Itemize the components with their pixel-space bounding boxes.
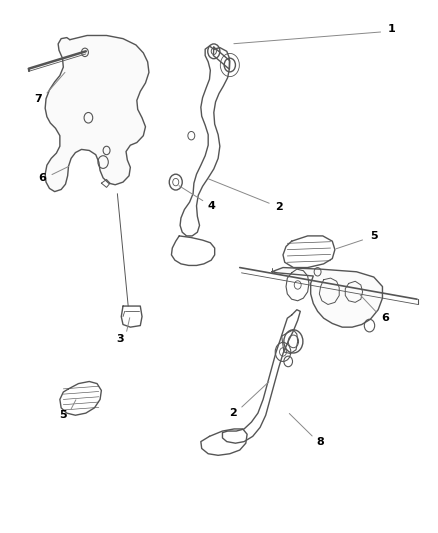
Text: 7: 7 — [34, 94, 42, 104]
Text: 3: 3 — [117, 334, 124, 344]
Text: 2: 2 — [275, 203, 283, 213]
Polygon shape — [45, 36, 149, 191]
Text: 2: 2 — [229, 408, 237, 418]
Text: 4: 4 — [207, 201, 215, 211]
Text: 8: 8 — [317, 437, 325, 447]
Text: 5: 5 — [60, 410, 67, 420]
Text: 6: 6 — [39, 173, 46, 183]
Text: 6: 6 — [381, 313, 389, 323]
Text: 1: 1 — [388, 24, 396, 34]
Text: 5: 5 — [370, 231, 378, 241]
Polygon shape — [272, 268, 382, 327]
